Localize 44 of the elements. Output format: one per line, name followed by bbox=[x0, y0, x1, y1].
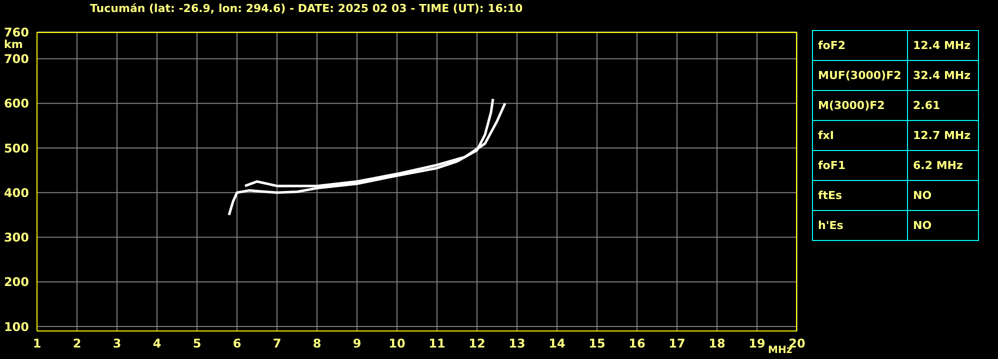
x-tick-label: 12 bbox=[468, 336, 486, 351]
y-axis-title: km bbox=[4, 38, 23, 51]
x-tick-label: 18 bbox=[708, 336, 726, 351]
x-tick-label: 17 bbox=[668, 336, 686, 351]
y-tick-label: 100 bbox=[4, 320, 29, 334]
text: ftEs bbox=[812, 180, 908, 210]
text: 2.61 bbox=[908, 90, 978, 120]
text: 12.7 MHz bbox=[908, 120, 978, 150]
y-tick-label: 300 bbox=[4, 230, 29, 245]
text: MUF(3000)F2 bbox=[812, 60, 908, 90]
text: NO bbox=[908, 210, 978, 240]
x-tick-label: 5 bbox=[192, 336, 202, 351]
y-tick-label: 500 bbox=[4, 141, 29, 156]
x-tick-label: 15 bbox=[588, 336, 606, 351]
x-tick-label: 2 bbox=[72, 336, 82, 351]
x-tick-label: 7 bbox=[272, 336, 282, 351]
y-tick-label: 760 bbox=[4, 25, 29, 40]
text: fxI bbox=[812, 120, 908, 150]
text: h'Es bbox=[812, 210, 908, 240]
y-tick-label: 700 bbox=[4, 52, 29, 66]
y-tick-label: 200 bbox=[4, 275, 29, 290]
x-tick-label: 4 bbox=[152, 336, 162, 351]
x-tick-label: 3 bbox=[112, 336, 122, 351]
x-axis-title: MHz bbox=[768, 345, 792, 356]
x-tick-label: 16 bbox=[628, 336, 646, 351]
x-tick-label: 14 bbox=[548, 336, 566, 351]
chart-title: Tucumán (lat: -26.9, lon: 294.6) - DATE: 2025 02 03 - TIME (UT): 16:10 bbox=[90, 2, 523, 15]
y-tick-label: 400 bbox=[4, 186, 29, 200]
x-tick-label: 6 bbox=[232, 336, 242, 351]
text: 12.4 MHz bbox=[908, 30, 978, 60]
text: NO bbox=[908, 180, 978, 210]
y-tick-label: 600 bbox=[4, 96, 29, 111]
x-tick-label: 11 bbox=[428, 336, 446, 351]
text: 6.2 MHz bbox=[908, 150, 978, 180]
x-tick-label: 8 bbox=[312, 336, 322, 351]
x-tick-label: 1 bbox=[32, 336, 42, 351]
x-tick-label: 9 bbox=[352, 336, 362, 351]
text: foF2 bbox=[812, 30, 908, 60]
x-tick-label: 10 bbox=[388, 336, 406, 351]
x-tick-label: 13 bbox=[508, 336, 526, 351]
text: foF1 bbox=[812, 150, 908, 180]
text: M(3000)F2 bbox=[812, 90, 908, 120]
x-tick-label: 19 bbox=[748, 336, 766, 351]
text: 32.4 MHz bbox=[908, 60, 978, 90]
